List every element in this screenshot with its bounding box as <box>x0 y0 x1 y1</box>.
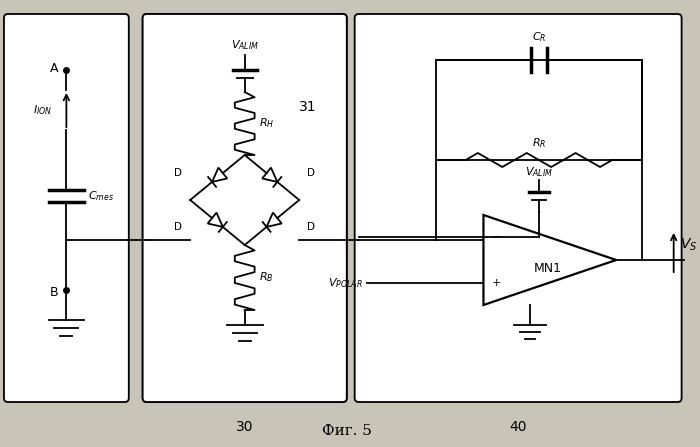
Text: $C_{mes}$: $C_{mes}$ <box>88 189 114 203</box>
Text: $R_H$: $R_H$ <box>258 117 274 131</box>
Text: D: D <box>174 168 182 178</box>
FancyBboxPatch shape <box>355 14 682 402</box>
Text: 30: 30 <box>236 420 253 434</box>
Text: 31: 31 <box>299 100 317 114</box>
Text: $V_{ALIM}$: $V_{ALIM}$ <box>231 38 259 52</box>
Text: $R_B$: $R_B$ <box>258 270 273 284</box>
FancyBboxPatch shape <box>143 14 346 402</box>
Text: $V_{POLAR}$: $V_{POLAR}$ <box>328 276 363 290</box>
Text: MN1: MN1 <box>534 261 562 274</box>
Text: +: + <box>491 278 500 288</box>
Text: $V_{ALIM}$: $V_{ALIM}$ <box>525 165 553 179</box>
FancyBboxPatch shape <box>4 14 129 402</box>
Text: −: − <box>491 231 502 244</box>
Text: B: B <box>50 286 59 299</box>
Text: $R_R$: $R_R$ <box>532 136 546 150</box>
Text: $V_S$: $V_S$ <box>680 237 697 253</box>
Text: A: A <box>50 62 59 75</box>
Text: D: D <box>174 222 182 232</box>
Text: D: D <box>307 168 315 178</box>
Text: 40: 40 <box>510 420 527 434</box>
FancyBboxPatch shape <box>143 14 346 402</box>
Text: Фиг. 5: Фиг. 5 <box>322 424 372 438</box>
Text: D: D <box>307 222 315 232</box>
Text: $C_R$: $C_R$ <box>532 30 546 44</box>
Text: $I_{ION}$: $I_{ION}$ <box>33 103 52 117</box>
